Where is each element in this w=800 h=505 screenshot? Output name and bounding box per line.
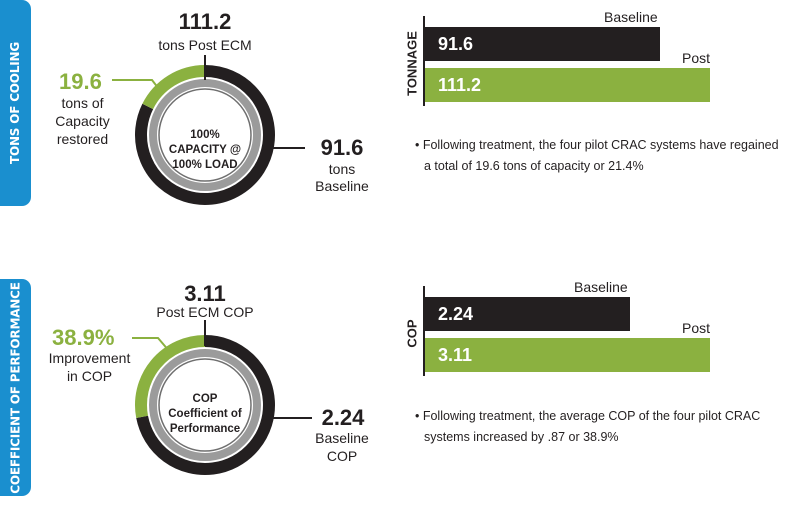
bar-baseline: 2.24 [425, 297, 630, 331]
bar-post: 111.2 [425, 68, 710, 102]
bar-value-label: 2.24 [438, 303, 474, 324]
top-value: 3.11 [184, 281, 226, 306]
bar-chart-ylabel: TONNAGE [404, 31, 420, 96]
section-tab-cop: COEFFICIENT OF PERFORMANCE [0, 279, 31, 496]
bar-series-name: Baseline [574, 279, 628, 295]
section-tab-label: COEFFICIENT OF PERFORMANCE [8, 281, 23, 494]
note-line-1: • Following treatment, the average COP o… [415, 409, 761, 423]
left-label-3: restored [56, 131, 109, 147]
left-value: 19.6 [59, 69, 102, 94]
center-line-2: CAPACITY @ [168, 144, 242, 156]
right-label-1: Baseline [315, 430, 369, 446]
right-label-2: Baseline [315, 178, 369, 194]
bar-value-label: 3.11 [438, 344, 473, 365]
center-line-3: 100% LOAD [172, 159, 238, 171]
right-value: 91.6 [320, 135, 364, 160]
left-label-1: tons of [61, 95, 104, 111]
left-value: 38.9% [52, 325, 115, 350]
right-value: 2.24 [321, 405, 365, 430]
note-line-2: systems increased by .87 or 38.9% [424, 430, 619, 444]
bar-series-name: Post [682, 320, 711, 336]
bar-series-name: Post [682, 50, 711, 66]
bar-value-label: 91.6 [438, 33, 474, 54]
right-label-1: tons [328, 161, 356, 177]
top-label: Post ECM COP [156, 304, 254, 320]
donut-center-text: COP Coefficient of Performance [155, 392, 255, 437]
left-label-1: Improvement [48, 350, 131, 366]
center-line-1: COP [192, 393, 218, 405]
center-line-1: 100% [190, 129, 220, 141]
donut-center-text: 100% CAPACITY @ 100% LOAD [155, 128, 255, 173]
leader-line-left [112, 79, 163, 94]
center-line-3: Performance [169, 423, 241, 435]
section-tab-tons-of-cooling: TONS OF COOLING [0, 0, 31, 206]
right-label-2: COP [326, 448, 358, 464]
top-value: 111.2 [178, 9, 232, 34]
donut-slice-capacity-restored [142, 65, 206, 110]
bar-post: 3.11 [425, 338, 710, 372]
center-line-2: Coefficient of [168, 408, 242, 420]
bar-chart-axis [423, 16, 425, 106]
note-line-1: • Following treatment, the four pilot CR… [415, 138, 779, 152]
note-text: • Following treatment, the four pilot CR… [415, 135, 800, 177]
bar-chart-ylabel: COP [404, 319, 420, 348]
bar-chart-axis [423, 286, 425, 376]
bar-value-label: 111.2 [438, 74, 482, 95]
note-line-2: a total of 19.6 tons of capacity or 21.4… [424, 159, 644, 173]
section-tab-label: TONS OF COOLING [8, 41, 23, 165]
bar-baseline: 91.6 [425, 27, 660, 61]
bar-series-name: Baseline [604, 9, 658, 25]
note-text: • Following treatment, the average COP o… [415, 406, 800, 448]
top-label: tons Post ECM [158, 37, 252, 53]
left-label-2: Capacity [55, 113, 110, 129]
leader-line-left [132, 337, 171, 353]
left-label-2: in COP [66, 368, 113, 384]
